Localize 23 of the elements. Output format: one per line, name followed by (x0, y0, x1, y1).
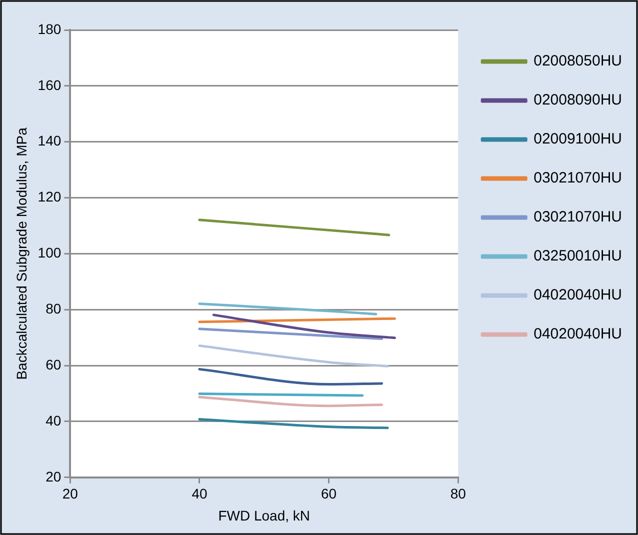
y-tick-label: 60 (46, 356, 62, 372)
y-tick-label: 180 (38, 20, 62, 37)
y-tick-label: 100 (38, 244, 62, 261)
x-axis-title: FWD Load, kN (218, 507, 310, 524)
legend-label: 02008050HU (534, 52, 622, 70)
y-tick-label: 120 (38, 188, 62, 205)
x-tick-label: 80 (450, 486, 466, 502)
x-tick-label: 40 (192, 486, 208, 502)
y-tick-label: 80 (46, 300, 62, 316)
legend-label: 03021070HU (534, 170, 622, 187)
x-tick-label: 60 (320, 486, 337, 502)
legend-label: 04020040HU (534, 326, 622, 343)
legend-label: 03021070HU (534, 208, 622, 226)
legend-label: 04020040HU (534, 286, 622, 304)
legend-label: 03250010HU (534, 248, 622, 265)
y-axis-title: Backcalculated Subgrade Modulus, MPa (13, 127, 30, 380)
y-tick-label: 160 (38, 76, 62, 93)
y-tick-label: 40 (46, 412, 62, 428)
legend-label: 02009100HU (534, 130, 622, 148)
legend-label: 02008090HU (534, 92, 622, 109)
y-tick-label: 20 (46, 468, 62, 484)
y-tick-label: 140 (38, 132, 62, 149)
x-tick-label: 20 (62, 486, 78, 502)
